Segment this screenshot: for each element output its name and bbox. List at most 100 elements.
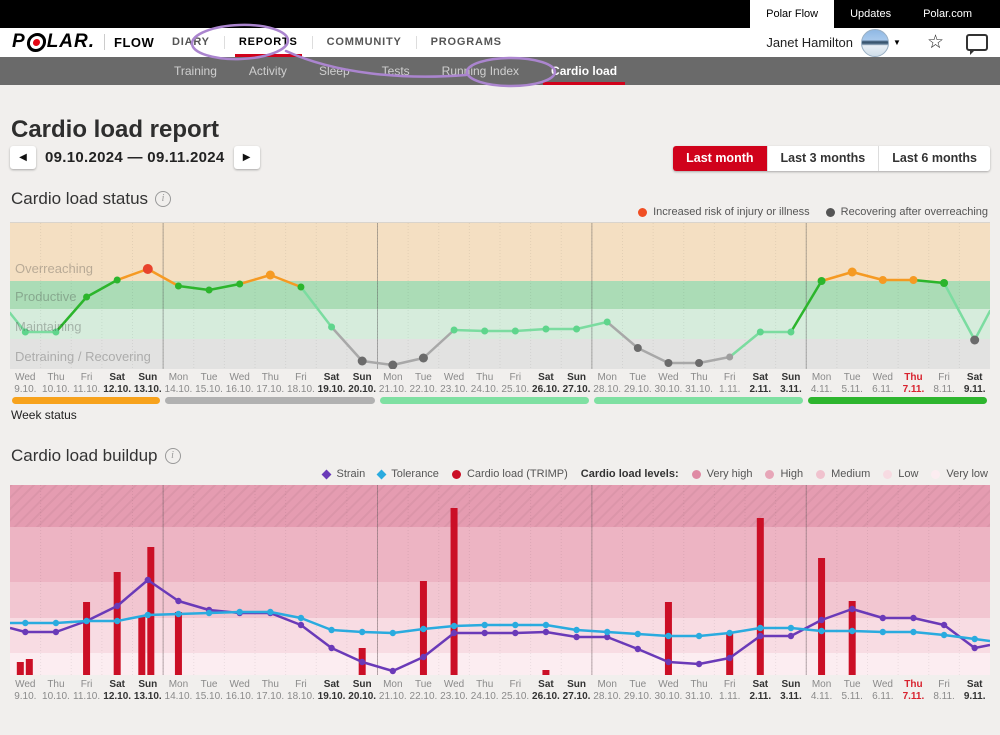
x-axis-day-label: Fri8.11.	[929, 372, 960, 398]
info-icon[interactable]	[155, 191, 171, 207]
x-axis-day-label: Fri8.11.	[929, 679, 960, 705]
day-of-week: Thu	[255, 679, 286, 691]
day-of-week: Thu	[255, 372, 286, 384]
polar-logo-o-icon	[26, 33, 47, 52]
day-of-week: Sat	[102, 372, 133, 384]
day-of-week: Sat	[959, 679, 990, 691]
day-date: 9.10.	[10, 691, 41, 703]
day-date: 22.10.	[408, 384, 439, 396]
range-button-last-6-months[interactable]: Last 6 months	[878, 146, 990, 171]
legend-item-tolerance: Tolerance	[378, 468, 439, 480]
day-date: 19.10.	[316, 384, 347, 396]
day-date: 22.10.	[408, 691, 439, 703]
site-tab-polar-com[interactable]: Polar.com	[907, 0, 988, 28]
day-of-week: Wed	[224, 679, 255, 691]
day-of-week: Sat	[316, 679, 347, 691]
chevron-down-icon[interactable]: ▼	[893, 38, 901, 47]
day-date: 12.10.	[102, 691, 133, 703]
day-date: 19.10.	[316, 691, 347, 703]
x-axis-day-label: Fri18.10.	[286, 679, 317, 705]
day-date: 15.10.	[194, 691, 225, 703]
subnav-item-activity[interactable]: Activity	[237, 57, 299, 85]
day-date: 3.11.	[776, 691, 807, 703]
day-date: 23.10.	[439, 691, 470, 703]
status-chart-x-axis: Wed9.10.Thu10.10.Fri11.10.Sat12.10.Sun13…	[10, 372, 990, 398]
site-tab-polar-flow[interactable]: Polar Flow	[750, 0, 834, 28]
legend-label: High	[780, 468, 803, 480]
next-period-button[interactable]	[234, 146, 260, 169]
day-of-week: Sun	[561, 372, 592, 384]
legend-item: Recovering after overreaching	[826, 206, 988, 218]
week-status-segment	[165, 397, 374, 404]
nav-item-diary[interactable]: DIARY	[158, 28, 224, 57]
week-status-segment	[12, 397, 160, 404]
user-name[interactable]: Janet Hamilton	[766, 35, 853, 50]
subnav-item-running-index[interactable]: Running Index	[430, 57, 531, 85]
subnav-item-training[interactable]: Training	[162, 57, 229, 85]
x-axis-day-label: Mon21.10.	[378, 679, 409, 705]
range-button-last-3-months[interactable]: Last 3 months	[767, 146, 879, 171]
legend-label: Increased risk of injury or illness	[653, 206, 810, 218]
x-axis-day-label: Tue15.10.	[194, 679, 225, 705]
day-of-week: Sat	[102, 679, 133, 691]
day-date: 1.11.	[714, 691, 745, 703]
subnav-item-tests[interactable]: Tests	[370, 57, 422, 85]
top-site-bar: Polar FlowUpdatesPolar.com	[0, 0, 1000, 28]
day-date: 11.10.	[71, 384, 102, 396]
day-date: 18.10.	[286, 384, 317, 396]
legend-label: Tolerance	[391, 468, 439, 480]
day-of-week: Tue	[837, 679, 868, 691]
day-date: 24.10.	[469, 384, 500, 396]
info-icon[interactable]	[165, 448, 181, 464]
x-axis-day-label: Mon4.11.	[806, 679, 837, 705]
x-axis-day-label: Sat2.11.	[745, 372, 776, 398]
day-date: 17.10.	[255, 384, 286, 396]
day-of-week: Fri	[71, 372, 102, 384]
x-axis-day-label: Sun13.10.	[133, 679, 164, 705]
site-tab-updates[interactable]: Updates	[834, 0, 907, 28]
day-date: 2.11.	[745, 691, 776, 703]
day-of-week: Wed	[439, 679, 470, 691]
nav-item-community[interactable]: COMMUNITY	[313, 28, 416, 57]
day-of-week: Thu	[898, 372, 929, 384]
user-avatar[interactable]	[861, 29, 889, 57]
x-axis-day-label: Mon28.10.	[592, 372, 623, 398]
legend-item-strain: Strain	[323, 468, 365, 480]
x-axis-day-label: Mon14.10.	[163, 679, 194, 705]
status-chart-legend: Increased risk of injury or illness Recov…	[638, 206, 988, 218]
day-of-week: Sun	[561, 679, 592, 691]
day-of-week: Sun	[776, 372, 807, 384]
day-date: 2.11.	[745, 384, 776, 396]
subnav-item-cardio-load[interactable]: Cardio load	[539, 57, 629, 85]
day-of-week: Fri	[71, 679, 102, 691]
x-axis-day-label: Sat19.10.	[316, 372, 347, 398]
buildup-chart-legend: StrainToleranceCardio load (TRIMP)Cardio…	[323, 468, 988, 480]
nav-item-reports[interactable]: REPORTS	[225, 28, 312, 57]
x-axis-day-label: Thu10.10.	[41, 679, 72, 705]
previous-period-button[interactable]	[10, 146, 36, 169]
day-date: 25.10.	[500, 691, 531, 703]
day-of-week: Fri	[714, 372, 745, 384]
day-date: 21.10.	[378, 384, 409, 396]
x-axis-day-label: Sat9.11.	[959, 679, 990, 705]
favorites-star-icon[interactable]: ☆	[927, 31, 944, 54]
nav-item-programs[interactable]: PROGRAMS	[417, 28, 516, 57]
week-status-bar	[10, 397, 990, 404]
cardio-load-status-chart: OverreachingProductiveMaintainingDetrain…	[10, 222, 990, 369]
day-date: 9.10.	[10, 384, 41, 396]
x-axis-day-label: Wed30.10.	[653, 372, 684, 398]
x-axis-day-label: Sat2.11.	[745, 679, 776, 705]
feedback-chat-icon[interactable]	[966, 34, 988, 51]
day-of-week: Mon	[592, 679, 623, 691]
polar-flow-logo[interactable]: PLAR. FLOW	[12, 31, 154, 53]
x-axis-day-label: Tue22.10.	[408, 679, 439, 705]
legend-label: Recovering after overreaching	[841, 206, 988, 218]
subnav-item-sleep[interactable]: Sleep	[307, 57, 362, 85]
reports-subnav: Training Activity Sleep Tests Running Index C…	[0, 57, 1000, 85]
legend-dot-icon	[883, 470, 892, 479]
range-button-last-month[interactable]: Last month	[673, 146, 766, 171]
day-date: 29.10.	[623, 384, 654, 396]
x-axis-day-label: Thu10.10.	[41, 372, 72, 398]
x-axis-day-label: Sat26.10.	[531, 679, 562, 705]
day-of-week: Thu	[684, 679, 715, 691]
